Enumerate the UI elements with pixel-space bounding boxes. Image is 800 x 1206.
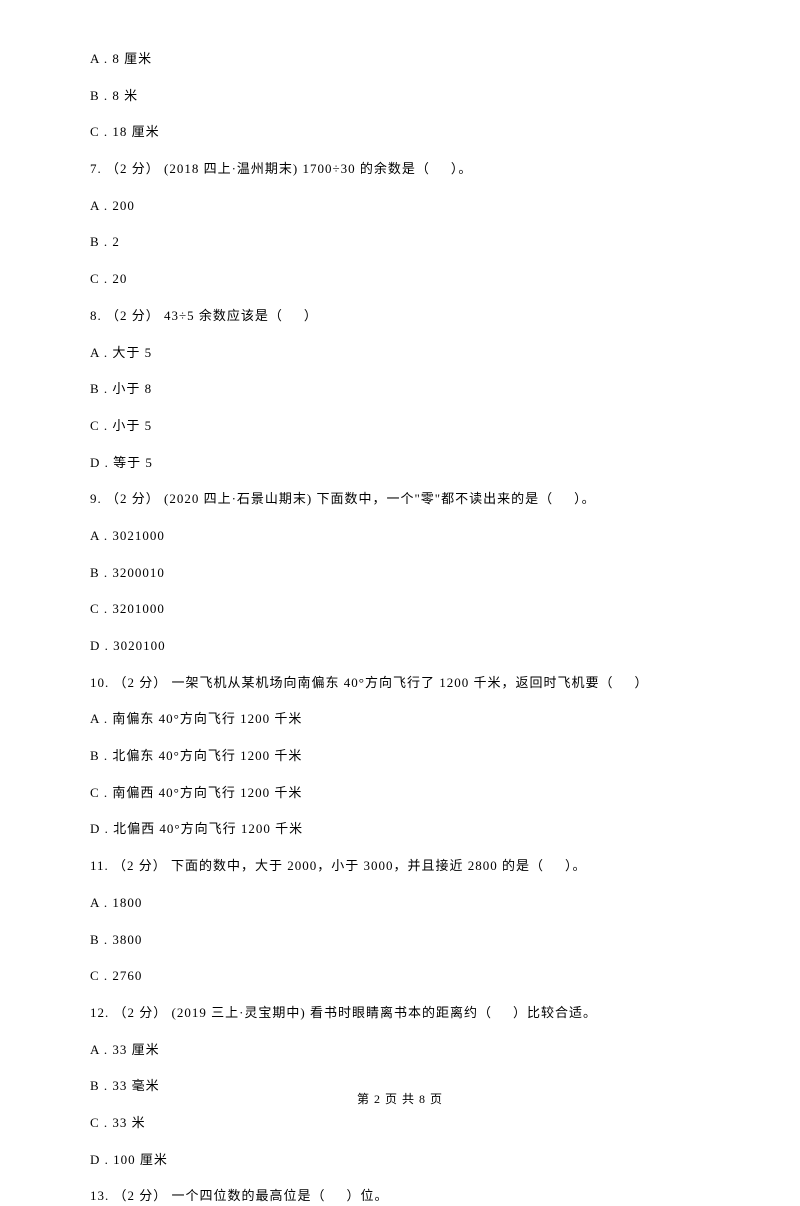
blank-8[interactable] bbox=[283, 307, 304, 325]
option-11c: C . 2760 bbox=[90, 967, 710, 985]
page-footer: 第 2 页 共 8 页 bbox=[0, 1090, 800, 1107]
blank-11[interactable] bbox=[544, 857, 565, 875]
question-11: 11. （2 分） 下面的数中，大于 2000，小于 3000，并且接近 280… bbox=[90, 857, 710, 875]
option-9c: C . 3201000 bbox=[90, 600, 710, 618]
option-7a: A . 200 bbox=[90, 197, 710, 215]
q9-text-pre: 9. （2 分） (2020 四上·石景山期末) 下面数中，一个"零"都不读出来… bbox=[90, 491, 553, 506]
option-9d: D . 3020100 bbox=[90, 637, 710, 655]
q13-text-pre: 13. （2 分） 一个四位数的最高位是（ bbox=[90, 1188, 326, 1203]
option-10d: D . 北偏西 40°方向飞行 1200 千米 bbox=[90, 820, 710, 838]
q7-text-post: ）。 bbox=[451, 161, 473, 176]
option-7b: B . 2 bbox=[90, 233, 710, 251]
option-6b: B . 8 米 bbox=[90, 87, 710, 105]
option-12c: C . 33 米 bbox=[90, 1114, 710, 1132]
question-7: 7. （2 分） (2018 四上·温州期末) 1700÷30 的余数是（ ）。 bbox=[90, 160, 710, 178]
q8-text-post: ） bbox=[304, 308, 318, 323]
blank-10[interactable] bbox=[613, 674, 634, 692]
q11-text-post: ）。 bbox=[565, 858, 587, 873]
option-6c: C . 18 厘米 bbox=[90, 123, 710, 141]
q11-text-pre: 11. （2 分） 下面的数中，大于 2000，小于 3000，并且接近 280… bbox=[90, 858, 544, 873]
option-8a: A . 大于 5 bbox=[90, 344, 710, 362]
option-8d: D . 等于 5 bbox=[90, 454, 710, 472]
option-12d: D . 100 厘米 bbox=[90, 1151, 710, 1169]
option-11b: B . 3800 bbox=[90, 931, 710, 949]
q8-text-pre: 8. （2 分） 43÷5 余数应该是（ bbox=[90, 308, 283, 323]
option-9b: B . 3200010 bbox=[90, 564, 710, 582]
question-12: 12. （2 分） (2019 三上·灵宝期中) 看书时眼睛离书本的距离约（ ）… bbox=[90, 1004, 710, 1022]
q10-text-post: ） bbox=[634, 675, 648, 690]
option-10a: A . 南偏东 40°方向飞行 1200 千米 bbox=[90, 710, 710, 728]
option-11a: A . 1800 bbox=[90, 894, 710, 912]
q7-text-pre: 7. （2 分） (2018 四上·温州期末) 1700÷30 的余数是（ bbox=[90, 161, 430, 176]
q13-text-post: ）位。 bbox=[347, 1188, 389, 1203]
option-10c: C . 南偏西 40°方向飞行 1200 千米 bbox=[90, 784, 710, 802]
q12-text-pre: 12. （2 分） (2019 三上·灵宝期中) 看书时眼睛离书本的距离约（ bbox=[90, 1005, 492, 1020]
q12-text-post: ）比较合适。 bbox=[513, 1005, 597, 1020]
blank-7[interactable] bbox=[430, 160, 451, 178]
option-7c: C . 20 bbox=[90, 270, 710, 288]
q10-text-pre: 10. （2 分） 一架飞机从某机场向南偏东 40°方向飞行了 1200 千米，… bbox=[90, 675, 613, 690]
blank-9[interactable] bbox=[553, 490, 574, 508]
question-10: 10. （2 分） 一架飞机从某机场向南偏东 40°方向飞行了 1200 千米，… bbox=[90, 674, 710, 692]
blank-12[interactable] bbox=[492, 1004, 513, 1022]
option-10b: B . 北偏东 40°方向飞行 1200 千米 bbox=[90, 747, 710, 765]
option-12a: A . 33 厘米 bbox=[90, 1041, 710, 1059]
question-13: 13. （2 分） 一个四位数的最高位是（ ）位。 bbox=[90, 1187, 710, 1205]
option-8c: C . 小于 5 bbox=[90, 417, 710, 435]
option-6a: A . 8 厘米 bbox=[90, 50, 710, 68]
question-9: 9. （2 分） (2020 四上·石景山期末) 下面数中，一个"零"都不读出来… bbox=[90, 490, 710, 508]
option-8b: B . 小于 8 bbox=[90, 380, 710, 398]
blank-13[interactable] bbox=[326, 1187, 347, 1205]
option-9a: A . 3021000 bbox=[90, 527, 710, 545]
question-8: 8. （2 分） 43÷5 余数应该是（ ） bbox=[90, 307, 710, 325]
q9-text-post: ）。 bbox=[574, 491, 596, 506]
